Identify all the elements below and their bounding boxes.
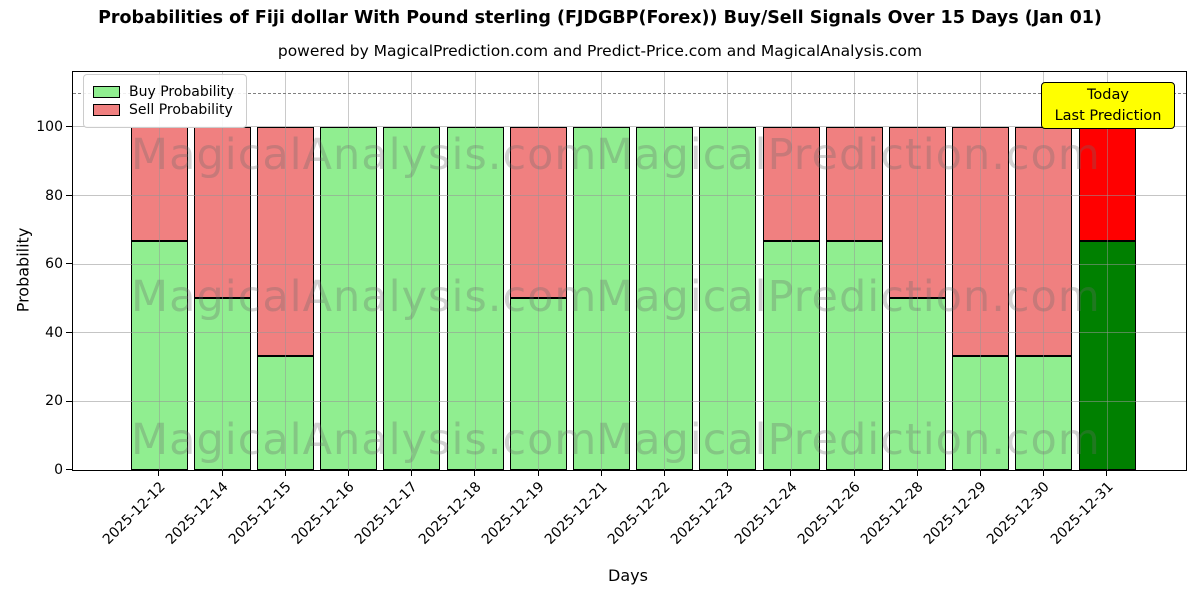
dashed-guide-line bbox=[73, 92, 1186, 94]
y-tick-mark bbox=[66, 194, 73, 196]
x-tick-label: 2025-12-16 bbox=[289, 479, 358, 548]
gridline-vertical bbox=[853, 72, 855, 470]
x-tick-mark bbox=[1043, 470, 1045, 476]
x-axis-label: Days bbox=[608, 566, 648, 585]
x-tick-label: 2025-12-28 bbox=[857, 479, 927, 548]
y-tick-mark bbox=[66, 400, 73, 402]
legend-label-buy: Buy Probability bbox=[129, 84, 235, 100]
gridline-vertical bbox=[727, 72, 729, 470]
gridline-vertical bbox=[284, 72, 286, 470]
gridline-vertical bbox=[980, 72, 982, 470]
x-tick-mark bbox=[284, 470, 286, 476]
x-tick-label: 2025-12-23 bbox=[668, 479, 738, 548]
y-tick-mark bbox=[66, 332, 73, 334]
x-tick-mark bbox=[600, 470, 602, 476]
x-tick-label: 2025-12-29 bbox=[921, 479, 990, 548]
gridline-vertical bbox=[221, 72, 223, 470]
x-tick-label: 2025-12-15 bbox=[225, 479, 295, 548]
x-tick-label: 2025-12-12 bbox=[99, 479, 169, 548]
gridline-vertical bbox=[664, 72, 666, 470]
buy-probability-swatch bbox=[93, 86, 120, 98]
gridline-horizontal bbox=[73, 195, 1186, 197]
y-tick-mark bbox=[66, 469, 73, 471]
legend: Buy Probability Sell Probability bbox=[83, 74, 248, 128]
y-tick-label: 100 bbox=[36, 118, 63, 135]
sell-probability-swatch bbox=[93, 104, 120, 116]
gridline-vertical bbox=[1043, 72, 1045, 470]
x-tick-mark bbox=[221, 470, 223, 476]
today-annotation-line2: Last Prediction bbox=[1054, 107, 1162, 124]
x-tick-label: 2025-12-17 bbox=[352, 479, 422, 548]
today-annotation: Today Last Prediction bbox=[1041, 82, 1175, 129]
gridline-vertical bbox=[411, 72, 413, 470]
x-tick-label: 2025-12-14 bbox=[162, 479, 232, 548]
x-tick-mark bbox=[1106, 470, 1108, 476]
y-tick-label: 20 bbox=[45, 393, 63, 410]
y-axis-label: Probability bbox=[13, 227, 33, 313]
gridline-vertical bbox=[348, 72, 350, 470]
x-tick-mark bbox=[979, 470, 981, 476]
y-tick-label: 40 bbox=[45, 324, 63, 341]
chart-title: Probabilities of Fiji dollar With Pound … bbox=[98, 8, 1102, 28]
y-tick-mark bbox=[66, 263, 73, 265]
y-tick-mark bbox=[66, 126, 73, 128]
x-tick-mark bbox=[916, 470, 918, 476]
x-tick-mark bbox=[727, 470, 729, 476]
x-tick-mark bbox=[853, 470, 855, 476]
x-tick-label: 2025-12-24 bbox=[731, 479, 801, 548]
x-tick-mark bbox=[790, 470, 792, 476]
y-tick-label: 60 bbox=[45, 256, 63, 273]
x-tick-label: 2025-12-30 bbox=[984, 479, 1054, 548]
today-annotation-line1: Today bbox=[1087, 86, 1129, 103]
gridline-vertical bbox=[158, 72, 160, 470]
x-tick-label: 2025-12-21 bbox=[541, 479, 611, 548]
gridline-vertical bbox=[1106, 72, 1108, 470]
x-tick-label: 2025-12-22 bbox=[605, 479, 674, 548]
chart-subtitle: powered by MagicalPrediction.com and Pre… bbox=[277, 42, 923, 60]
x-tick-label: 2025-12-19 bbox=[478, 479, 548, 548]
x-tick-mark bbox=[663, 470, 665, 476]
x-tick-label: 2025-12-18 bbox=[415, 479, 485, 548]
gridline-horizontal bbox=[73, 263, 1186, 265]
gridline-vertical bbox=[916, 72, 918, 470]
gridline-vertical bbox=[474, 72, 476, 470]
x-tick-mark bbox=[158, 470, 160, 476]
x-tick-mark bbox=[347, 470, 349, 476]
gridline-vertical bbox=[537, 72, 539, 470]
x-tick-mark bbox=[411, 470, 413, 476]
gridline-vertical bbox=[790, 72, 792, 470]
x-tick-mark bbox=[474, 470, 476, 476]
legend-label-sell: Sell Probability bbox=[129, 102, 233, 118]
y-tick-label: 0 bbox=[54, 462, 63, 478]
legend-item-buy: Buy Probability bbox=[93, 84, 234, 100]
plot-area: Buy Probability Sell Probability Today L… bbox=[36, 71, 1187, 548]
gridline-horizontal bbox=[73, 126, 1186, 128]
x-tick-label: 2025-12-26 bbox=[794, 479, 864, 548]
x-tick-label: 2025-12-31 bbox=[1047, 479, 1117, 548]
gridline-horizontal bbox=[73, 400, 1186, 402]
y-tick-label: 80 bbox=[45, 187, 63, 204]
legend-item-sell: Sell Probability bbox=[93, 102, 234, 118]
gridline-horizontal bbox=[73, 332, 1186, 334]
gridline-vertical bbox=[600, 72, 602, 470]
x-tick-mark bbox=[537, 470, 539, 476]
